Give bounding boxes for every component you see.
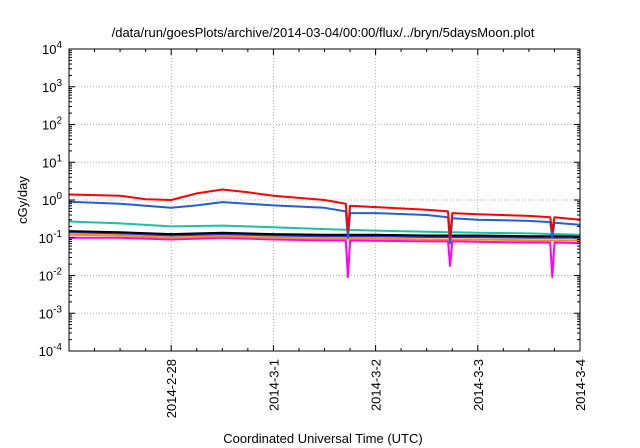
x-tick-label: 2014-3-4 [573,359,588,411]
y-tick-labels: 10-4 10-3 10-2 10-1 100 101 102 103 104 [39,40,63,359]
chart-title: /data/run/goesPlots/archive/2014-03-04/0… [112,25,535,40]
y-tick-label: 101 [42,153,62,170]
series-line-0 [69,236,581,279]
x-tick-label: 2014-3-2 [369,359,384,411]
series-line-6 [68,188,581,239]
y-tick-label: 10-1 [39,229,63,246]
y-tick-label: 10-4 [39,342,63,359]
y-tick-label: 102 [42,116,62,133]
y-tick-label: 104 [42,40,62,57]
y-axis-label: cGy/day [15,176,30,224]
series-line-1 [68,233,580,242]
y-tick-label: 10-2 [39,267,63,284]
y-tick-label: 10-3 [39,304,63,321]
x-axis-label: Coordinated Universal Time (UTC) [223,431,422,446]
x-tick-label: 2014-3-3 [471,359,486,411]
tick-marks [69,48,581,352]
series-line-4 [68,220,581,236]
y-tick-label: 100 [42,191,62,208]
series-line-3 [68,230,580,238]
x-tick-label: 2014-2-28 [164,359,179,418]
series-group [68,188,581,279]
x-tick-label: 2014-3-1 [266,359,281,411]
x-tick-labels: 2014-2-28 2014-3-1 2014-3-2 2014-3-3 2014-3-… [164,359,588,418]
series-line-2 [68,231,580,239]
y-tick-label: 103 [42,78,62,95]
